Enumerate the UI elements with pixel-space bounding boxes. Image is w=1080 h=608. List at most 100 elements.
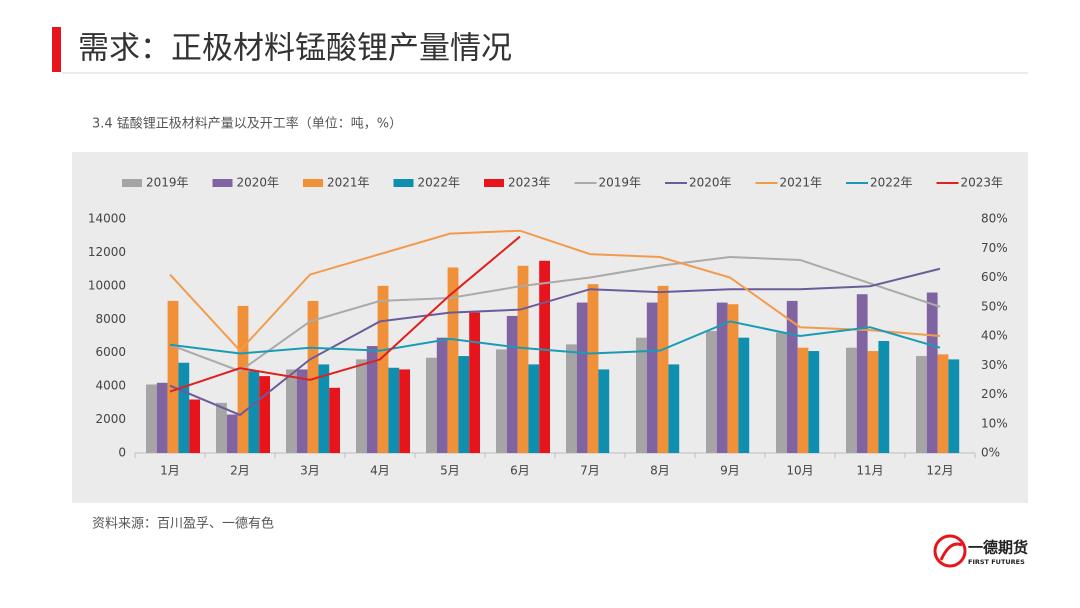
logo-mark	[933, 534, 967, 568]
bar	[377, 285, 389, 453]
y2-tick-label: 10%	[981, 416, 1008, 430]
line	[169, 229, 941, 353]
bar	[786, 300, 798, 453]
bar	[237, 305, 249, 453]
y2-tick-label: 0%	[981, 446, 1000, 460]
bar	[636, 337, 647, 453]
logo-swoosh	[939, 542, 963, 561]
y-tick-label: 8000	[95, 312, 126, 326]
bar	[259, 376, 270, 453]
bar	[878, 341, 890, 453]
x-tick-label: 5月	[440, 464, 460, 478]
bar	[948, 359, 960, 453]
legend-label: 2020年	[237, 176, 280, 190]
legend-label: 2019年	[599, 176, 642, 190]
line	[169, 320, 941, 355]
x-tick-label: 3月	[300, 464, 320, 478]
bar	[668, 364, 680, 453]
x-tick-label: 9月	[720, 464, 740, 478]
bar	[458, 356, 470, 453]
y-tick-label: 6000	[95, 345, 126, 359]
line	[169, 267, 941, 417]
x-tick-label: 12月	[926, 464, 953, 478]
bar	[399, 369, 410, 453]
legend-label: 2023年	[508, 176, 551, 190]
chart-title: 3.4 锰酸锂正极材料产量以及开工率（单位：吨，%）	[92, 116, 402, 132]
bar	[738, 337, 750, 453]
y2-tick-label: 60%	[981, 270, 1008, 284]
title-accent	[52, 27, 61, 72]
bar	[286, 369, 297, 453]
legend-swatch	[393, 179, 414, 187]
bar	[226, 414, 238, 453]
bar	[436, 337, 448, 453]
bar	[797, 347, 809, 453]
y-tick-label: 0	[118, 446, 126, 460]
x-tick-label: 4月	[370, 464, 390, 478]
x-tick-label: 2月	[230, 464, 250, 478]
bar	[469, 312, 480, 453]
y2-tick-label: 80%	[981, 212, 1008, 226]
bar	[388, 367, 400, 453]
bar	[447, 267, 459, 453]
legend-swatch	[212, 179, 233, 187]
legend-label: 2023年	[961, 176, 1004, 190]
bar	[356, 359, 367, 453]
x-tick-label: 8月	[650, 464, 670, 478]
bar	[867, 351, 879, 453]
bar	[156, 382, 168, 453]
x-tick-label: 11月	[856, 464, 883, 478]
bar	[539, 260, 550, 453]
logo-name: 一德期货	[968, 539, 1028, 557]
bar	[496, 349, 507, 453]
bar	[916, 356, 927, 453]
y-tick-label: 14000	[88, 212, 126, 226]
bar	[576, 302, 588, 453]
x-tick-label: 7月	[580, 464, 600, 478]
bar	[808, 351, 820, 453]
slide-title: 需求：正极材料锰酸锂产量情况	[78, 31, 512, 67]
bar	[146, 384, 157, 453]
bar	[296, 369, 308, 453]
line	[169, 235, 521, 393]
line	[169, 256, 941, 373]
y-tick-label: 4000	[95, 379, 126, 393]
bar	[587, 284, 599, 453]
x-tick-label: 6月	[510, 464, 530, 478]
bar	[706, 330, 717, 453]
bar	[566, 344, 577, 453]
bar	[776, 332, 787, 453]
bar	[426, 357, 437, 453]
bar	[528, 364, 540, 453]
bar	[189, 399, 200, 453]
legend-swatch	[122, 179, 142, 187]
logo-english: FIRST FUTURES	[968, 558, 1025, 566]
y2-tick-label: 70%	[981, 241, 1008, 255]
bar	[517, 265, 529, 453]
source-note: 资料来源：百川盈孚、一德有色	[92, 516, 274, 532]
y-tick-label: 2000	[95, 412, 126, 426]
bar	[937, 354, 949, 453]
bar	[248, 371, 260, 453]
y-tick-label: 10000	[88, 278, 126, 292]
y-tick-label: 12000	[88, 245, 126, 259]
bar	[216, 402, 227, 453]
bar	[846, 347, 857, 453]
logo: 一德期货 FIRST FUTURES	[933, 534, 1028, 568]
bar	[178, 362, 190, 453]
bar	[727, 304, 739, 453]
bar	[167, 300, 179, 453]
bar	[307, 300, 319, 453]
legend-label: 2021年	[327, 176, 370, 190]
legend-swatch	[303, 179, 323, 187]
y2-tick-label: 40%	[981, 329, 1008, 343]
legend-label: 2021年	[780, 176, 823, 190]
y2-tick-label: 50%	[981, 299, 1008, 313]
legend-swatch	[484, 179, 504, 187]
y2-tick-label: 20%	[981, 387, 1008, 401]
bar	[716, 302, 728, 453]
x-tick-label: 1月	[160, 464, 180, 478]
bar	[506, 315, 518, 453]
